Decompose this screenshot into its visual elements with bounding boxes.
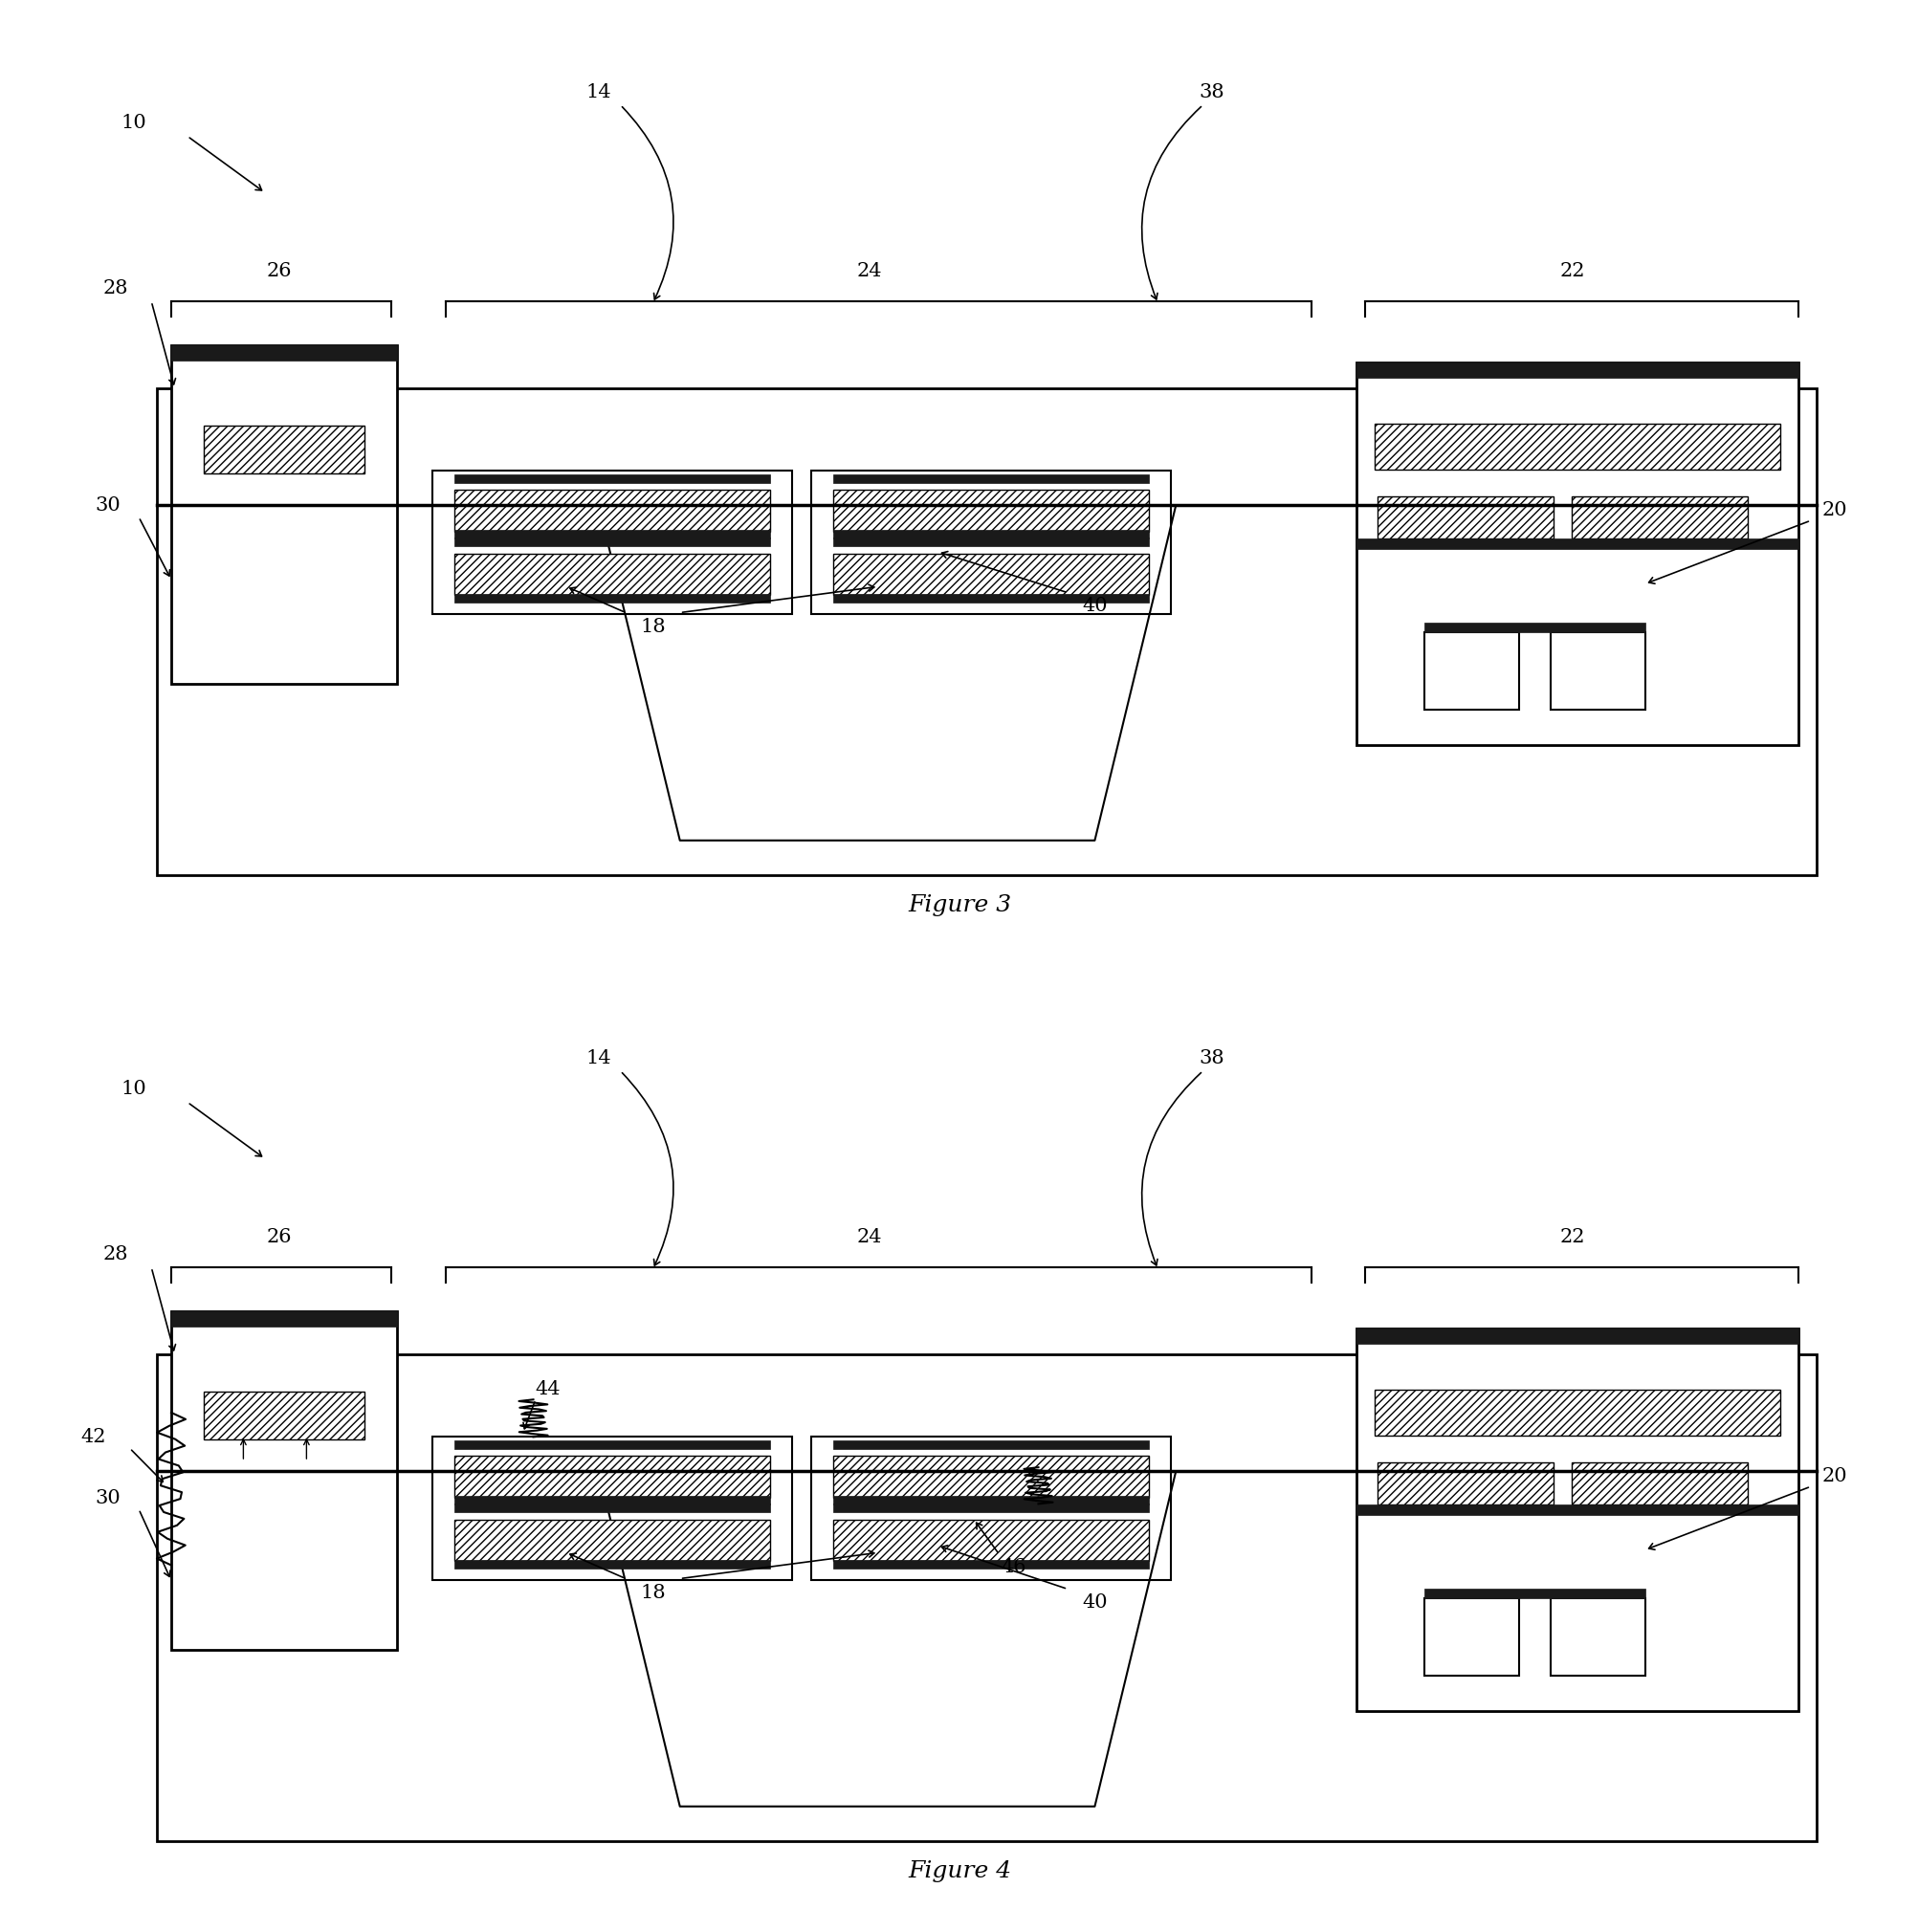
Text: 40: 40 — [1082, 597, 1107, 614]
Text: 46: 46 — [1001, 1559, 1026, 1577]
Bar — [1356, 1329, 1797, 1345]
Bar — [1571, 497, 1747, 539]
Text: 28: 28 — [102, 1246, 129, 1264]
Bar — [1356, 1505, 1797, 1515]
Bar — [203, 1391, 364, 1439]
Bar — [832, 1503, 1149, 1513]
Text: 10: 10 — [121, 1080, 146, 1097]
Bar — [1356, 1329, 1797, 1712]
Bar — [455, 475, 769, 483]
Text: 24: 24 — [855, 263, 882, 280]
Bar — [1550, 1598, 1644, 1675]
Text: 28: 28 — [102, 280, 129, 298]
Bar — [171, 344, 397, 361]
Text: 42: 42 — [81, 1428, 105, 1445]
Bar — [455, 1457, 769, 1497]
Bar — [1425, 632, 1517, 709]
Bar — [832, 553, 1149, 595]
Text: 30: 30 — [96, 1490, 121, 1507]
Bar — [1356, 539, 1797, 549]
Bar — [832, 537, 1149, 547]
Text: 40: 40 — [1082, 1594, 1107, 1611]
Bar — [1425, 1588, 1644, 1598]
Bar — [1356, 363, 1797, 379]
Bar — [157, 388, 1814, 875]
Bar — [1425, 1598, 1517, 1675]
Bar — [455, 537, 769, 547]
Bar — [1571, 1463, 1747, 1505]
Bar — [1425, 622, 1644, 632]
Bar — [832, 1441, 1149, 1449]
Bar — [1377, 1463, 1554, 1505]
Polygon shape — [598, 504, 1176, 840]
Text: 18: 18 — [641, 618, 666, 636]
Text: 22: 22 — [1559, 1229, 1584, 1246]
Polygon shape — [598, 1470, 1176, 1806]
Bar — [832, 491, 1149, 531]
Bar — [811, 471, 1170, 614]
Bar — [1373, 425, 1780, 469]
Text: 38: 38 — [1199, 1049, 1224, 1068]
Bar — [832, 1457, 1149, 1497]
Text: 14: 14 — [585, 1049, 612, 1068]
Bar — [455, 1559, 769, 1569]
Text: 44: 44 — [535, 1379, 560, 1399]
Text: 10: 10 — [121, 114, 146, 131]
Bar — [433, 1437, 792, 1580]
Text: 14: 14 — [585, 83, 612, 102]
Bar — [832, 1495, 1149, 1505]
Bar — [455, 1519, 769, 1561]
Text: 26: 26 — [267, 263, 292, 280]
Bar — [171, 1310, 397, 1650]
Bar — [832, 1519, 1149, 1561]
Bar — [455, 1441, 769, 1449]
Bar — [171, 344, 397, 684]
Bar — [1356, 363, 1797, 746]
Bar — [455, 529, 769, 539]
Text: Figure 4: Figure 4 — [907, 1861, 1011, 1882]
Bar — [433, 471, 792, 614]
Bar — [811, 1437, 1170, 1580]
Text: 24: 24 — [855, 1229, 882, 1246]
Bar — [455, 1495, 769, 1505]
Text: Figure 3: Figure 3 — [907, 895, 1011, 916]
Text: 30: 30 — [96, 497, 121, 514]
Bar — [203, 425, 364, 473]
Bar — [171, 1310, 397, 1327]
Text: 38: 38 — [1199, 83, 1224, 102]
Bar — [1377, 497, 1554, 539]
Bar — [455, 491, 769, 531]
Text: 20: 20 — [1820, 500, 1847, 520]
Text: 18: 18 — [641, 1584, 666, 1602]
Bar — [832, 475, 1149, 483]
Text: 26: 26 — [267, 1229, 292, 1246]
Bar — [455, 1503, 769, 1513]
Bar — [455, 593, 769, 603]
Bar — [832, 529, 1149, 539]
Bar — [1550, 632, 1644, 709]
Text: 20: 20 — [1820, 1466, 1847, 1486]
Bar — [1373, 1391, 1780, 1435]
Bar — [832, 593, 1149, 603]
Bar — [157, 1354, 1814, 1841]
Bar — [832, 1559, 1149, 1569]
Text: 22: 22 — [1559, 263, 1584, 280]
Bar — [455, 553, 769, 595]
